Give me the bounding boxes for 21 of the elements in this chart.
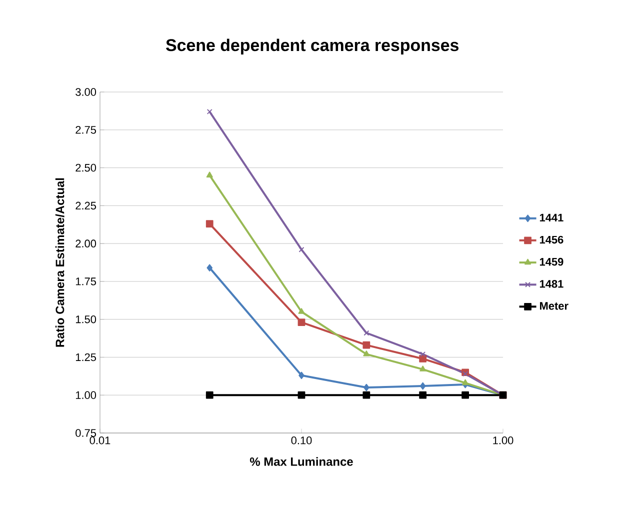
- y-tick-label: 2.50: [76, 164, 96, 172]
- legend-label: 1441: [540, 214, 564, 222]
- y-tick-label: 0.75: [76, 429, 96, 437]
- y-axis-title: Ratio Camera Estimate/Actual: [55, 178, 64, 347]
- y-tick-label: 3.00: [76, 88, 96, 96]
- y-tick-label: 1.00: [76, 391, 96, 399]
- y-tick-label: 2.75: [76, 126, 96, 134]
- legend-label: 1481: [540, 280, 564, 288]
- y-tick-label: 1.25: [76, 353, 96, 362]
- chart-title: Scene dependent camera responses: [166, 38, 458, 54]
- y-tick-label: 1.75: [76, 278, 96, 286]
- x-tick-label: 0.10: [291, 436, 312, 444]
- legend-label: 1459: [540, 258, 564, 266]
- legend-label: Meter: [540, 302, 568, 310]
- y-tick-label: 1.50: [76, 315, 96, 324]
- legend-label: 1456: [540, 236, 564, 244]
- x-tick-label: 1.00: [493, 436, 514, 444]
- y-tick-label: 2.25: [76, 202, 96, 210]
- y-tick-label: 2.00: [76, 240, 96, 248]
- x-tick-label: 0.01: [90, 436, 110, 444]
- x-axis-title: % Max Luminance: [250, 457, 353, 466]
